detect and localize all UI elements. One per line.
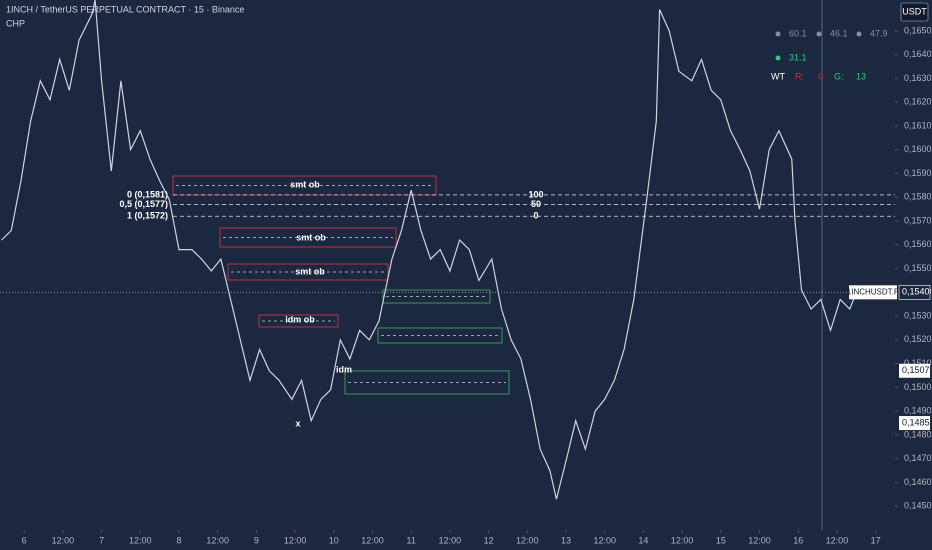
y-tick-label: 0,1480 <box>904 429 932 439</box>
y-tick-label: 0,1520 <box>904 334 932 344</box>
y-tick-label: 0,1500 <box>904 382 932 392</box>
x-tick-label: 15 <box>716 535 726 545</box>
indicator-name: WT <box>771 71 785 81</box>
y-tick-label: 0,1570 <box>904 215 932 225</box>
x-tick-label: 12:00 <box>129 535 152 545</box>
y-tick-label: 0,1640 <box>904 49 932 59</box>
x-tick-label: 11 <box>407 535 416 545</box>
level-label: 0,5 (0,1577) <box>119 199 168 209</box>
legend-dot <box>775 55 781 61</box>
annotation: smt ob <box>296 232 326 242</box>
chart-title: 1INCH / TetherUS PERPETUAL CONTRACT · 15… <box>6 4 244 14</box>
zone-box <box>258 314 339 328</box>
y-tick-label: 0,1470 <box>904 453 932 463</box>
x-tick-label: 13 <box>561 535 571 545</box>
x-tick-label: 12:00 <box>826 535 849 545</box>
indicator-g-label: G: <box>834 71 844 81</box>
y-tick-label: 0,1490 <box>904 406 932 416</box>
y-tick-label: 0,1610 <box>904 120 932 130</box>
x-tick-label: 12:00 <box>206 535 229 545</box>
level-right-label: 100 <box>528 189 543 199</box>
price-label: 0,1540 <box>902 287 930 297</box>
y-tick-label: 0,1460 <box>904 477 932 487</box>
level-label: 1 (0,1572) <box>127 211 168 221</box>
price-box <box>898 285 931 300</box>
indicator-value: 46.1 <box>830 28 848 38</box>
y-tick-label: 0,1580 <box>904 192 932 202</box>
indicator-main: 31.1 <box>789 52 807 62</box>
price-box <box>899 363 930 378</box>
y-tick-label: 0,1620 <box>904 97 932 107</box>
x-tick-label: 12 <box>484 535 494 545</box>
symbol-label: 1INCHUSDT.P <box>847 287 899 296</box>
currency-box[interactable] <box>900 2 929 22</box>
zone-box <box>172 175 437 196</box>
y-tick-label: 0,1590 <box>904 168 932 178</box>
indicator-r-label: R: <box>795 71 804 81</box>
x-tick-label: 9 <box>254 535 259 545</box>
x-tick-label: 12:00 <box>361 535 384 545</box>
legend-dot <box>856 31 862 37</box>
y-tick-label: 0,1630 <box>904 73 932 83</box>
indicator-g-value: 13 <box>856 71 866 81</box>
x-tick-label: 12:00 <box>593 535 616 545</box>
annotation: idm ob <box>285 314 315 324</box>
x-tick-label: 12:00 <box>284 535 307 545</box>
level-right-label: 0 <box>533 211 538 221</box>
indicator-r-value: 0 <box>818 71 823 81</box>
y-tick-label: 0,1650 <box>904 25 932 35</box>
currency[interactable]: USDT <box>902 6 927 16</box>
x-tick-label: 14 <box>638 535 648 545</box>
indicator-value: 47.9 <box>870 28 888 38</box>
price-box <box>899 416 930 431</box>
zone-box <box>344 370 510 395</box>
x-tick-label: 12:00 <box>439 535 462 545</box>
x-tick-label: 12:00 <box>516 535 539 545</box>
level-right-label: 50 <box>531 199 541 209</box>
y-tick-label: 0,1600 <box>904 144 932 154</box>
zone-box <box>382 289 491 304</box>
symbol-box <box>849 285 897 300</box>
annotation: x <box>295 418 300 428</box>
x-tick-label: 12:00 <box>52 535 75 545</box>
annotation: idm <box>336 364 352 374</box>
y-tick-label: 0,1550 <box>904 263 932 273</box>
x-tick-label: 12:00 <box>748 535 771 545</box>
x-tick-label: 7 <box>99 535 104 545</box>
chart-subtitle: CHP <box>6 18 25 28</box>
level-label: 0 (0,1581) <box>127 189 168 199</box>
y-tick-label: 0,1510 <box>904 358 932 368</box>
zone-box <box>219 227 397 248</box>
x-tick-label: 17 <box>871 535 881 545</box>
x-tick-label: 16 <box>793 535 803 545</box>
zone-box <box>227 263 389 281</box>
price-label: 0,1507 <box>902 365 930 375</box>
legend-dot <box>775 31 781 37</box>
x-tick-label: 8 <box>176 535 181 545</box>
annotation: smt ob <box>295 266 325 276</box>
x-tick-label: 6 <box>22 535 27 545</box>
price-line <box>1 0 857 500</box>
annotation: smt ob <box>290 179 320 189</box>
y-tick-label: 0,1530 <box>904 310 932 320</box>
indicator-value: 60.1 <box>789 28 807 38</box>
zone-box <box>377 327 503 344</box>
x-tick-label: 12:00 <box>671 535 694 545</box>
legend-dot <box>816 31 822 37</box>
x-tick-label: 10 <box>329 535 339 545</box>
price-label: 0,1485 <box>902 417 930 427</box>
y-tick-label: 0,1560 <box>904 239 932 249</box>
y-tick-label: 0,1450 <box>904 501 932 511</box>
